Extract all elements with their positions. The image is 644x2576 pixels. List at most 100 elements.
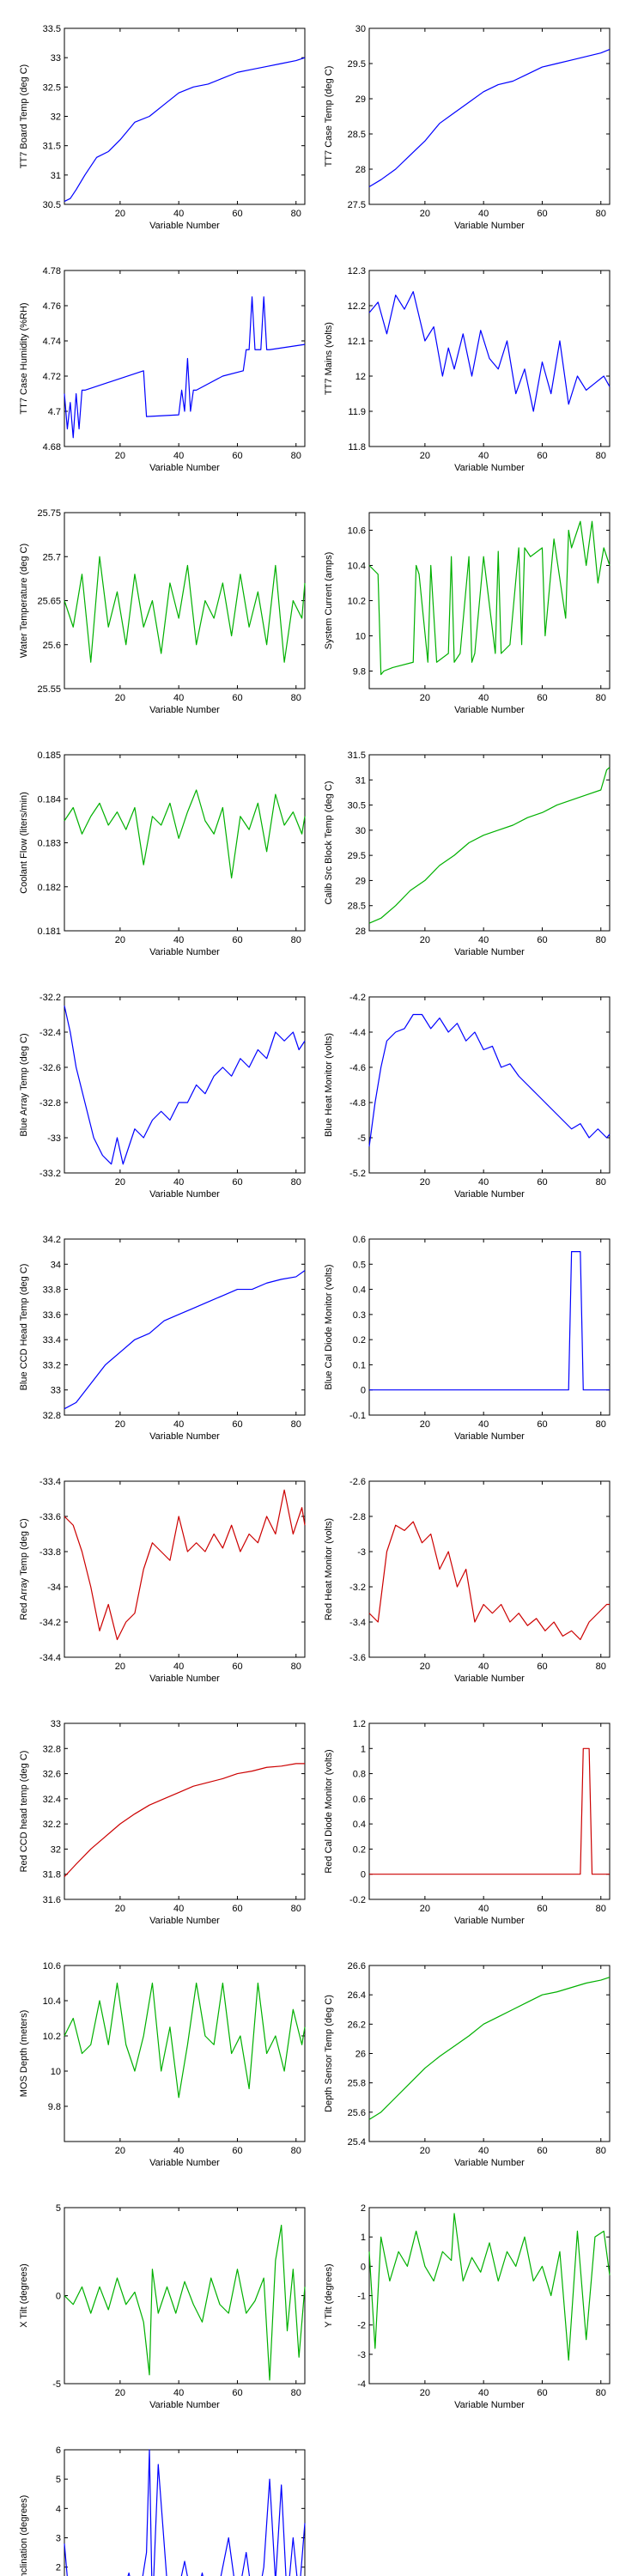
x-tick-label: 60	[537, 1419, 547, 1430]
y-tick-label: 4	[56, 2504, 61, 2514]
y-axis-label: Coolant Flow (liters/min)	[19, 792, 29, 894]
x-tick-label: 40	[478, 1177, 489, 1188]
x-tick-label: 60	[537, 451, 547, 461]
y-tick-label: 27.5	[348, 200, 366, 210]
y-tick-label: 10.2	[43, 2032, 61, 2042]
chart-panel: 20 40 60 80 25.55 25.6 25.65 25.7 25.75 Variable …	[19, 508, 306, 715]
axes-box	[64, 270, 306, 447]
y-tick-label: 25.75	[37, 508, 61, 519]
y-tick-label: 32	[51, 112, 61, 123]
y-tick-label: 25.8	[348, 2079, 366, 2089]
y-tick-label: 9.8	[48, 2102, 61, 2112]
series-line	[64, 789, 306, 879]
axes-box	[64, 27, 306, 205]
y-tick-label: -4.2	[349, 993, 366, 1003]
x-axis-label: Variable Number	[149, 1431, 220, 1442]
chart-panel: 20 40 60 80 28 28.5 29 29.5 30 30.5 31 31.5 Variable…	[324, 750, 611, 957]
y-tick-label: -33.4	[39, 1477, 61, 1487]
x-axis-label: Variable Number	[454, 1674, 525, 1684]
y-axis-label: Red Cal Diode Monitor (volts)	[324, 1749, 334, 1873]
y-axis-label: Calib Src Block Temp (deg C)	[324, 781, 334, 904]
y-tick-label: 30	[355, 24, 366, 34]
x-tick-label: 20	[115, 1662, 125, 1672]
y-tick-label: 33	[51, 1719, 61, 1729]
x-axis-label: Variable Number	[454, 1431, 525, 1442]
chart-panel: 20 40 60 80 9.8 10 10.2 10.4 10.6 Variable Number…	[324, 512, 611, 715]
y-tick-label: -2.6	[349, 1477, 366, 1487]
y-tick-label: 32.8	[43, 1744, 61, 1754]
x-tick-label: 20	[115, 1904, 125, 1914]
axes-box	[368, 27, 611, 205]
x-axis-label: Variable Number	[149, 463, 220, 473]
x-tick-label: 20	[115, 209, 125, 219]
y-tick-label: 33	[51, 1386, 61, 1396]
x-tick-label: 80	[596, 451, 606, 461]
y-axis-label: Blue Cal Diode Monitor (volts)	[324, 1264, 334, 1389]
x-tick-label: 40	[173, 935, 184, 945]
axes-box	[368, 1238, 611, 1416]
y-axis-label: MOS Depth (meters)	[19, 2010, 29, 2097]
series-line	[64, 2449, 306, 2576]
x-tick-label: 60	[232, 935, 242, 945]
y-tick-label: 4.72	[43, 372, 61, 382]
y-tick-label: 31	[355, 775, 366, 786]
y-tick-label: 0	[361, 1870, 366, 1880]
x-tick-label: 80	[596, 2388, 606, 2398]
y-axis-label: Water Temperature (deg C)	[19, 544, 29, 658]
x-tick-label: 60	[232, 2146, 242, 2156]
y-tick-label: 29	[355, 876, 366, 886]
y-tick-label: 6	[56, 2445, 61, 2456]
y-tick-label: 30.5	[348, 801, 366, 811]
chart-panel: 20 40 60 80 -5 0 5 Variable Number X Tilt (degre…	[19, 2203, 306, 2410]
axes-box	[368, 2207, 611, 2385]
y-axis-label: Red CCD head temp (deg C)	[19, 1751, 29, 1873]
y-tick-label: 4.7	[48, 407, 61, 417]
x-tick-label: 20	[420, 1904, 430, 1914]
series-line	[368, 1521, 610, 1641]
axes-box	[64, 1965, 306, 2142]
y-tick-label: 28	[355, 927, 366, 937]
y-tick-label: 28	[355, 165, 366, 175]
y-tick-label: 10.6	[348, 526, 366, 537]
series-line	[368, 767, 611, 924]
chart-panel: 20 40 60 80 -0.2 0 0.2 0.4 0.6 0.8 1 1.2 Variable Nu…	[324, 1719, 611, 1926]
y-tick-label: 30	[355, 826, 366, 836]
y-tick-label: 33	[51, 53, 61, 64]
y-tick-label: 12.3	[348, 266, 366, 276]
series-line	[64, 1489, 306, 1641]
x-tick-label: 40	[478, 1419, 489, 1430]
y-axis-label: System Current (amps)	[324, 552, 334, 650]
y-tick-label: 25.6	[43, 641, 61, 651]
y-tick-label: -0.1	[349, 1411, 366, 1421]
x-tick-label: 20	[115, 1177, 125, 1188]
x-tick-label: 20	[420, 1419, 430, 1430]
series-line	[64, 1763, 305, 1878]
x-axis-label: Variable Number	[149, 1189, 220, 1200]
x-tick-label: 80	[596, 1177, 606, 1188]
y-tick-label: 33.4	[43, 1335, 61, 1346]
y-tick-label: 33.8	[43, 1285, 61, 1296]
y-tick-label: -2	[357, 2321, 366, 2331]
axes-box	[64, 1238, 306, 1416]
x-tick-label: 40	[173, 1904, 184, 1914]
x-tick-label: 20	[420, 2146, 430, 2156]
y-tick-label: -5.2	[349, 1169, 366, 1179]
x-tick-label: 60	[232, 451, 242, 461]
y-tick-label: 25.7	[43, 552, 61, 562]
x-tick-label: 60	[232, 693, 242, 703]
y-axis-label: X Tilt (degrees)	[19, 2263, 29, 2328]
y-tick-label: 28.5	[348, 130, 366, 140]
y-tick-label: 0.4	[353, 1285, 366, 1296]
x-axis-label: Variable Number	[149, 947, 220, 957]
x-tick-label: 40	[478, 935, 489, 945]
y-tick-label: -34.2	[39, 1618, 61, 1628]
axes-box	[368, 754, 611, 932]
y-tick-label: 0.185	[37, 750, 61, 761]
series-line	[369, 1747, 610, 1875]
x-tick-label: 60	[537, 209, 547, 219]
x-tick-label: 20	[420, 451, 430, 461]
x-tick-label: 40	[478, 693, 489, 703]
y-tick-label: -3.6	[349, 1653, 366, 1663]
x-tick-label: 40	[478, 1904, 489, 1914]
x-axis-label: Variable Number	[454, 2400, 525, 2410]
